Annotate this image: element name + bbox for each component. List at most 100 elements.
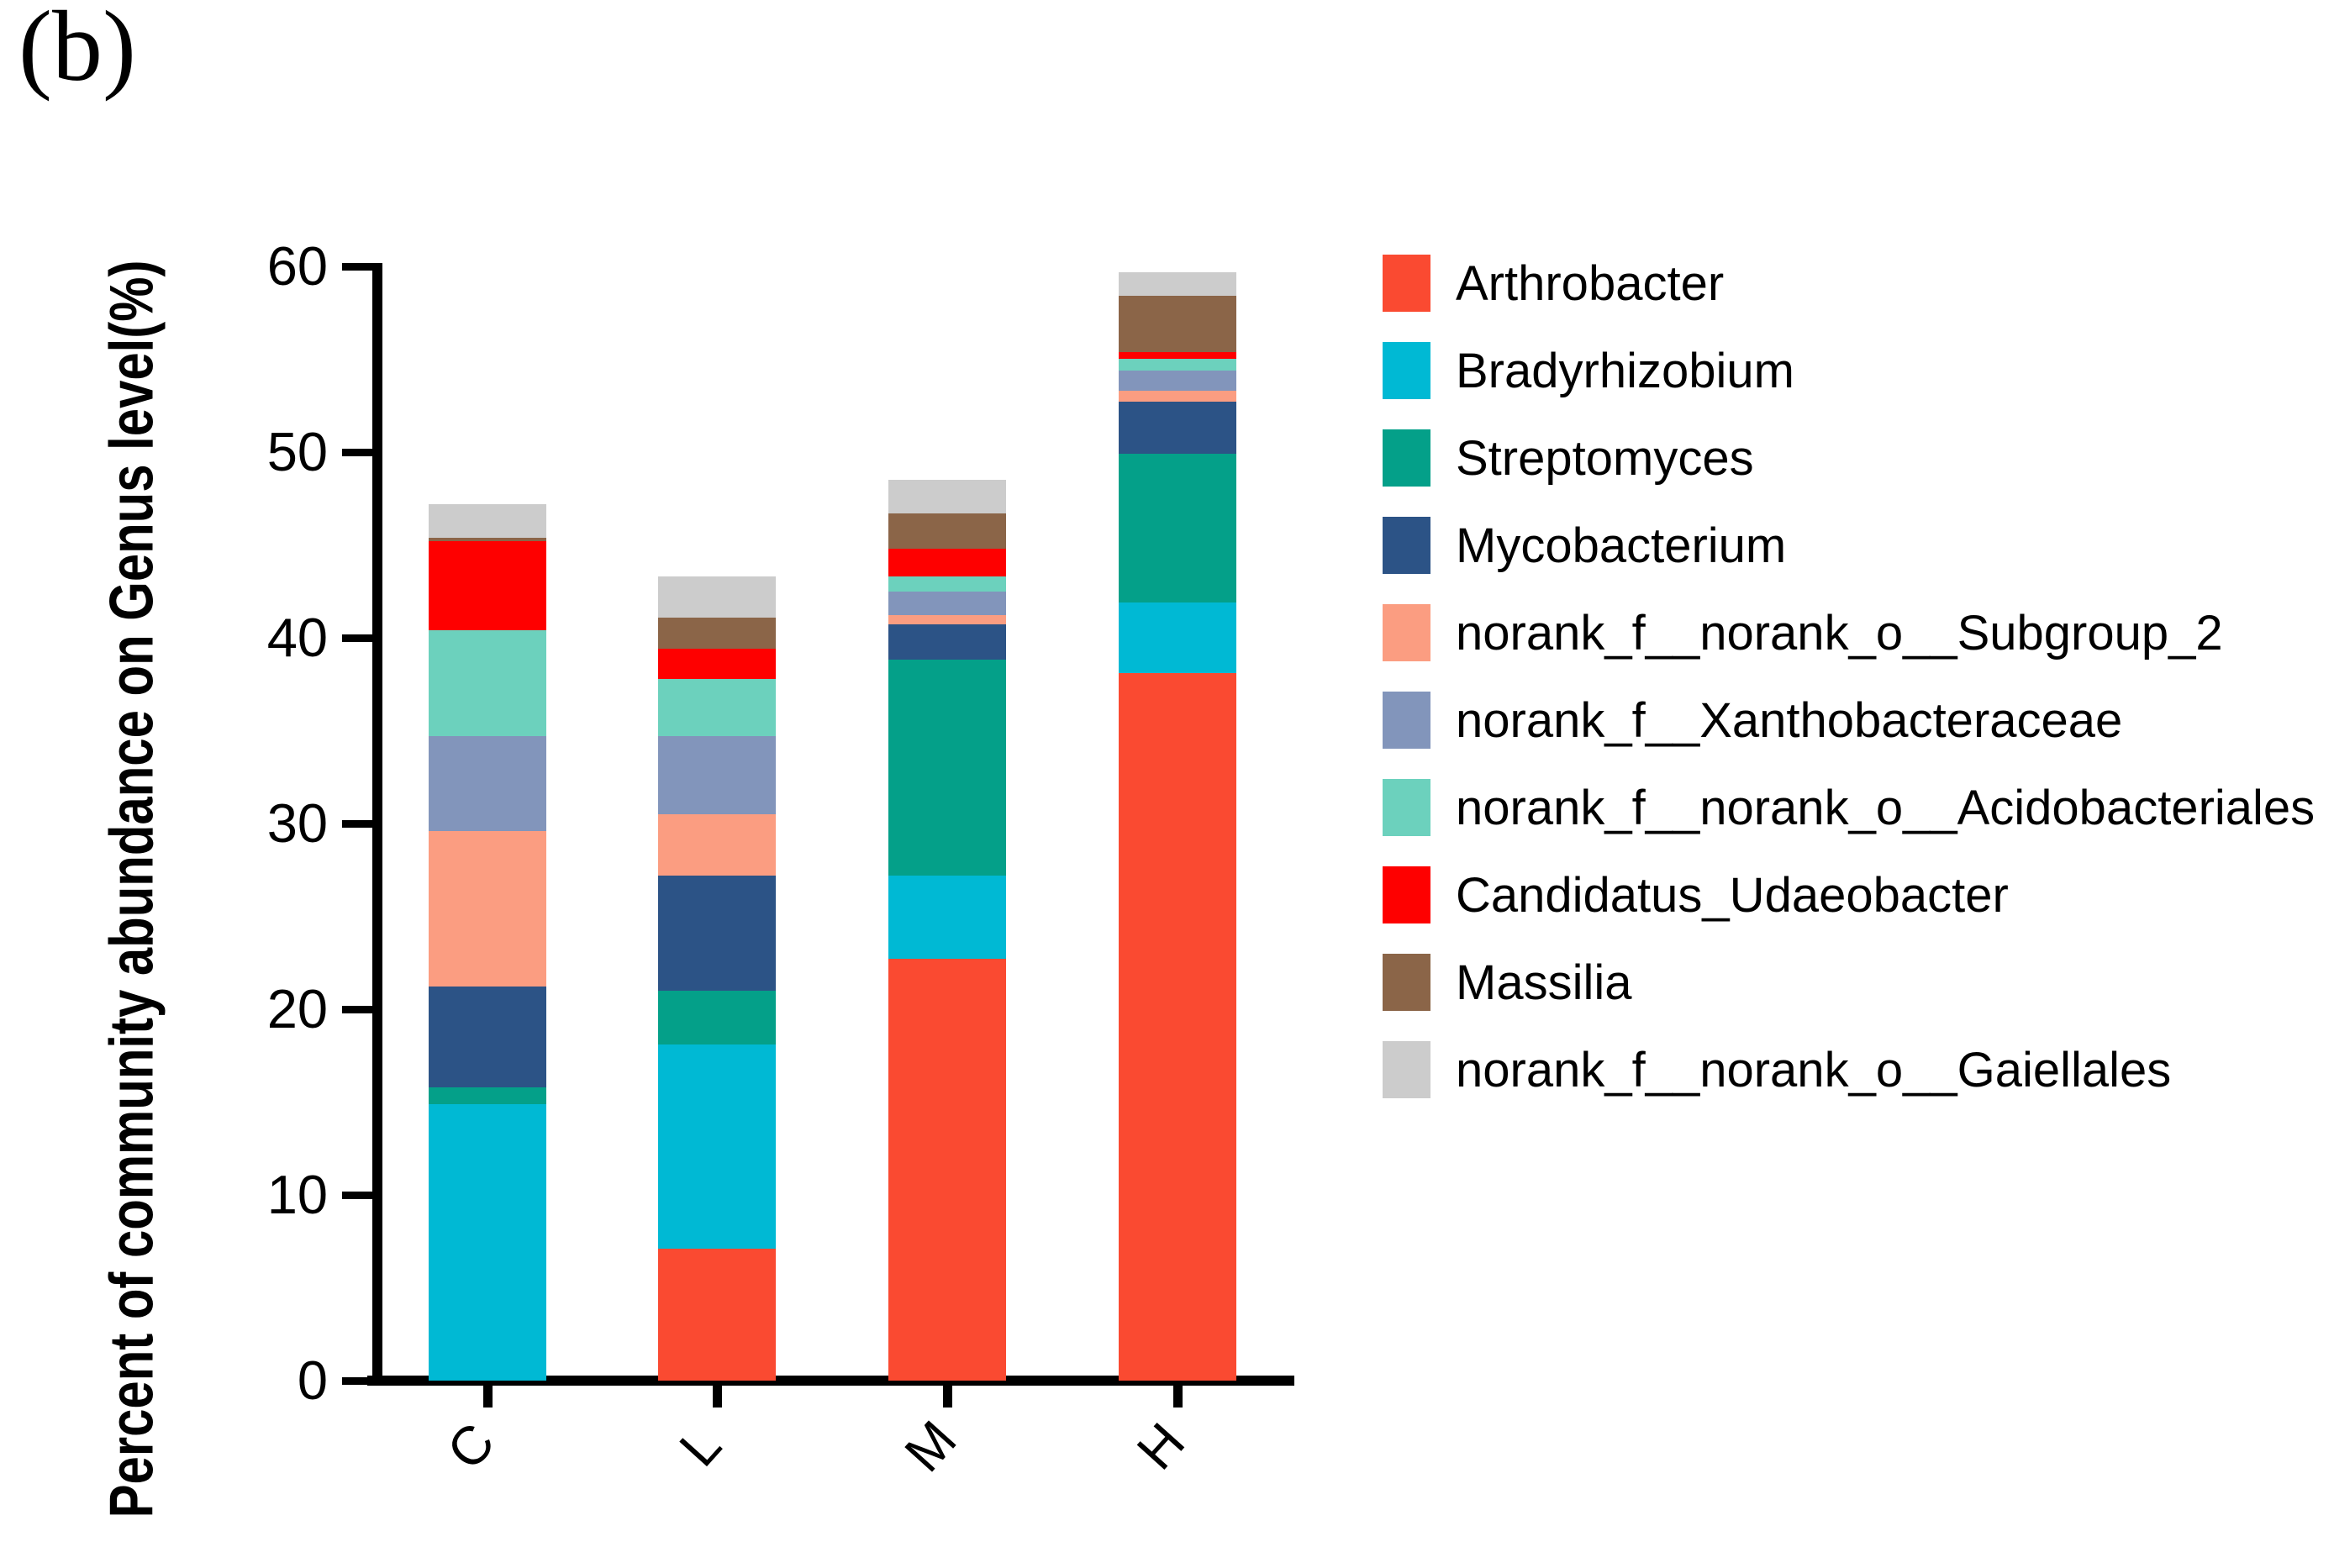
bar-segment-norank_f__Xanthobacteraceae (888, 591, 1006, 616)
y-tick-label: 20 (266, 978, 328, 1039)
bar-segment-norank_f__norank_o__Acidobacteriales (429, 630, 546, 737)
y-tick-mark (342, 1377, 372, 1385)
bar-segment-Streptomyces (1119, 454, 1236, 602)
bar-segment-Arthrobacter (1119, 672, 1236, 1381)
bar-segment-Streptomyces (429, 1087, 546, 1104)
bar-segment-norank_f__norank_o__Subgroup_2 (888, 615, 1006, 625)
legend-label: Mycobacterium (1456, 518, 1787, 573)
legend-swatch-norank_f__Xanthobacteraceae (1383, 692, 1430, 749)
legend-swatch-Massilia (1383, 954, 1430, 1011)
bar-segment-norank_f__norank_o__Gaiellales (658, 576, 776, 618)
bar-segment-Streptomyces (888, 660, 1006, 876)
bar-segment-Bradyrhizobium (658, 1044, 776, 1250)
bar-segment-Mycobacterium (658, 875, 776, 991)
legend-label: norank_f__norank_o__Acidobacteriales (1456, 780, 2316, 835)
bar-M (888, 480, 1006, 1381)
legend-label: Arthrobacter (1456, 255, 1725, 311)
legend-label: Candidatus_Udaeobacter (1456, 867, 2009, 923)
y-tick-mark (342, 634, 372, 642)
bar-segment-Bradyrhizobium (1119, 602, 1236, 673)
x-tick-mark (1173, 1382, 1183, 1408)
x-tick-mark (483, 1382, 493, 1408)
legend-label: Massilia (1456, 955, 1632, 1010)
bar-segment-Mycobacterium (888, 624, 1006, 660)
y-tick-mark (342, 449, 372, 456)
bar-segment-norank_f__norank_o__Acidobacteriales (888, 576, 1006, 592)
legend-swatch-norank_f__norank_o__Acidobacteriales (1383, 779, 1430, 836)
bar-segment-Arthrobacter (888, 959, 1006, 1381)
y-tick-mark (342, 1192, 372, 1199)
y-tick-mark (342, 1006, 372, 1013)
x-axis-line (367, 1376, 1294, 1386)
legend-item-Mycobacterium: Mycobacterium (1383, 517, 2315, 574)
legend: Arthrobacter Bradyrhizobium Streptomyces My… (1383, 255, 2315, 1129)
legend-label: norank_f__Xanthobacteraceae (1456, 692, 2123, 748)
bar-segment-norank_f__norank_o__Acidobacteriales (658, 678, 776, 737)
x-tick-mark (943, 1382, 952, 1408)
bar-segment-norank_f__Xanthobacteraceae (658, 736, 776, 814)
bar-segment-norank_f__norank_o__Subgroup_2 (429, 830, 546, 987)
legend-swatch-Streptomyces (1383, 429, 1430, 487)
legend-item-norank_f__norank_o__Gaiellales: norank_f__norank_o__Gaiellales (1383, 1041, 2315, 1098)
legend-label: Bradyrhizobium (1456, 343, 1794, 398)
y-tick-label: 10 (266, 1164, 328, 1225)
bar-segment-norank_f__norank_o__Subgroup_2 (1119, 391, 1236, 403)
x-tick-label-M: M (893, 1409, 968, 1483)
bar-segment-norank_f__Xanthobacteraceae (1119, 370, 1236, 392)
bar-segment-Candidatus_Udaeobacter (429, 541, 546, 631)
bar-H (1119, 271, 1236, 1381)
x-tick-label-L: L (667, 1414, 733, 1478)
bar-L (658, 576, 776, 1381)
bar-segment-Bradyrhizobium (888, 875, 1006, 960)
legend-label: Streptomyces (1456, 430, 1754, 486)
y-tick-label: 40 (266, 607, 328, 668)
bar-segment-Massilia (658, 617, 776, 650)
x-tick-label-C: C (435, 1411, 507, 1481)
bar-segment-Mycobacterium (1119, 402, 1236, 455)
legend-swatch-Mycobacterium (1383, 517, 1430, 574)
y-tick-mark (342, 263, 372, 271)
legend-item-Streptomyces: Streptomyces (1383, 429, 2315, 487)
bar-segment-Arthrobacter (658, 1249, 776, 1381)
legend-swatch-norank_f__norank_o__Subgroup_2 (1383, 604, 1430, 661)
bar-segment-Bradyrhizobium (429, 1103, 546, 1381)
legend-swatch-Candidatus_Udaeobacter (1383, 866, 1430, 923)
legend-label: norank_f__norank_o__Gaiellales (1456, 1042, 2172, 1097)
bar-segment-Massilia (888, 513, 1006, 549)
legend-swatch-Arthrobacter (1383, 255, 1430, 312)
bar-segment-Massilia (1119, 296, 1236, 352)
bar-segment-norank_f__norank_o__Gaiellales (1119, 271, 1236, 297)
legend-item-norank_f__norank_o__Subgroup_2: norank_f__norank_o__Subgroup_2 (1383, 604, 2315, 661)
bar-segment-Massilia (429, 537, 546, 542)
legend-label: norank_f__norank_o__Subgroup_2 (1456, 605, 2223, 660)
x-tick-mark (713, 1382, 722, 1408)
legend-item-Arthrobacter: Arthrobacter (1383, 255, 2315, 312)
bar-segment-Mycobacterium (429, 987, 546, 1087)
legend-item-Candidatus_Udaeobacter: Candidatus_Udaeobacter (1383, 866, 2315, 923)
legend-item-Bradyrhizobium: Bradyrhizobium (1383, 342, 2315, 399)
bar-segment-norank_f__norank_o__Gaiellales (888, 480, 1006, 513)
y-tick-label: 0 (297, 1350, 328, 1411)
y-tick-label: 60 (266, 235, 328, 297)
bar-segment-norank_f__norank_o__Acidobacteriales (1119, 359, 1236, 371)
legend-swatch-Bradyrhizobium (1383, 342, 1430, 399)
bar-segment-Streptomyces (658, 990, 776, 1044)
bar-C (429, 503, 546, 1381)
legend-swatch-norank_f__norank_o__Gaiellales (1383, 1041, 1430, 1098)
bar-segment-norank_f__Xanthobacteraceae (429, 736, 546, 831)
bar-segment-Candidatus_Udaeobacter (1119, 351, 1236, 360)
legend-item-Massilia: Massilia (1383, 954, 2315, 1011)
legend-item-norank_f__norank_o__Acidobacteriales: norank_f__norank_o__Acidobacteriales (1383, 779, 2315, 836)
y-axis-title: Percent of community abundance on Genus … (97, 260, 166, 1518)
bar-segment-Candidatus_Udaeobacter (658, 649, 776, 679)
legend-item-norank_f__Xanthobacteraceae: norank_f__Xanthobacteraceae (1383, 692, 2315, 749)
panel-label: (b) (18, 0, 136, 102)
y-tick-mark (342, 820, 372, 828)
bar-segment-norank_f__norank_o__Subgroup_2 (658, 813, 776, 876)
x-tick-label-H: H (1125, 1411, 1197, 1481)
y-tick-label: 30 (266, 792, 328, 854)
y-axis-line (372, 263, 382, 1386)
bar-segment-Candidatus_Udaeobacter (888, 548, 1006, 577)
y-tick-label: 50 (266, 421, 328, 482)
